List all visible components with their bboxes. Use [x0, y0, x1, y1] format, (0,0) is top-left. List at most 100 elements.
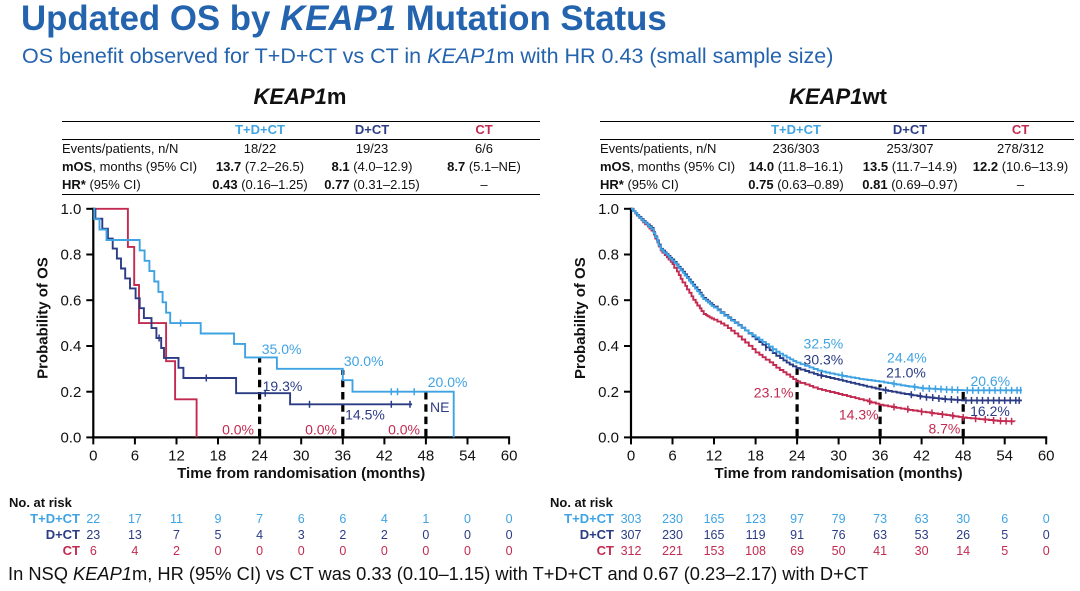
svg-text:4: 4	[131, 544, 138, 558]
svg-text:7: 7	[173, 528, 180, 542]
svg-text:73: 73	[873, 512, 887, 526]
svg-text:6: 6	[668, 448, 676, 465]
svg-text:4: 4	[381, 512, 388, 526]
svg-text:30: 30	[915, 544, 929, 558]
svg-text:11: 11	[170, 512, 183, 526]
svg-text:0: 0	[422, 528, 429, 542]
svg-text:48: 48	[418, 448, 435, 465]
svg-text:165: 165	[704, 512, 725, 526]
svg-text:230: 230	[662, 528, 683, 542]
svg-text:0: 0	[506, 528, 513, 542]
svg-text:0: 0	[256, 544, 263, 558]
svg-text:Probability of OS: Probability of OS	[34, 257, 51, 379]
svg-text:NE: NE	[430, 399, 449, 415]
svg-text:0: 0	[422, 544, 429, 558]
svg-text:T+D+CT: T+D+CT	[30, 511, 80, 526]
svg-text:24: 24	[789, 448, 806, 465]
svg-text:42: 42	[913, 448, 930, 465]
svg-text:0: 0	[1043, 528, 1050, 542]
svg-text:69: 69	[790, 544, 804, 558]
svg-text:7: 7	[256, 512, 263, 526]
svg-text:91: 91	[790, 528, 804, 542]
svg-text:63: 63	[915, 512, 929, 526]
svg-text:CT: CT	[597, 543, 614, 558]
svg-text:4: 4	[256, 528, 263, 542]
svg-text:D+CT: D+CT	[580, 527, 614, 542]
svg-text:0.2: 0.2	[60, 384, 81, 401]
svg-text:16.2%: 16.2%	[970, 403, 1010, 419]
svg-text:42: 42	[376, 448, 393, 465]
svg-text:0.0%: 0.0%	[222, 422, 254, 438]
svg-text:17: 17	[128, 512, 142, 526]
svg-text:108: 108	[745, 544, 766, 558]
svg-text:0.2: 0.2	[598, 384, 619, 401]
svg-text:6: 6	[1001, 512, 1008, 526]
svg-text:0: 0	[1043, 544, 1050, 558]
svg-text:20.6%: 20.6%	[970, 373, 1010, 389]
svg-text:60: 60	[1038, 448, 1055, 465]
svg-text:1.0: 1.0	[598, 201, 619, 218]
svg-text:20.0%: 20.0%	[428, 374, 468, 390]
svg-text:0: 0	[1043, 512, 1050, 526]
svg-text:0: 0	[464, 512, 471, 526]
svg-text:2: 2	[381, 528, 388, 542]
svg-text:No. at risk: No. at risk	[550, 495, 614, 510]
svg-text:41: 41	[873, 544, 887, 558]
svg-text:CT: CT	[63, 543, 80, 558]
svg-text:0.8: 0.8	[598, 247, 619, 264]
svg-text:Probability of OS: Probability of OS	[572, 257, 589, 379]
svg-text:230: 230	[662, 512, 683, 526]
svg-text:79: 79	[832, 512, 846, 526]
svg-text:5: 5	[215, 528, 222, 542]
svg-text:18: 18	[210, 448, 227, 465]
svg-text:48: 48	[955, 448, 972, 465]
svg-text:30: 30	[293, 448, 310, 465]
svg-text:0.4: 0.4	[60, 338, 81, 355]
svg-text:12: 12	[168, 448, 185, 465]
svg-text:19.3%: 19.3%	[263, 378, 303, 394]
svg-text:123: 123	[745, 512, 766, 526]
svg-text:6: 6	[298, 512, 305, 526]
svg-text:36: 36	[872, 448, 889, 465]
svg-text:5: 5	[1001, 528, 1008, 542]
svg-text:0.0: 0.0	[60, 430, 81, 447]
svg-text:18: 18	[747, 448, 764, 465]
svg-text:0.4: 0.4	[598, 338, 619, 355]
svg-text:63: 63	[873, 528, 887, 542]
svg-text:23.1%: 23.1%	[754, 385, 794, 401]
svg-text:60: 60	[501, 448, 518, 465]
svg-text:30: 30	[830, 448, 847, 465]
svg-text:14: 14	[956, 544, 970, 558]
svg-text:22: 22	[86, 512, 100, 526]
svg-text:6: 6	[90, 544, 97, 558]
svg-text:0: 0	[464, 528, 471, 542]
svg-text:14.3%: 14.3%	[839, 407, 879, 423]
svg-text:0.6: 0.6	[60, 292, 81, 309]
svg-text:6: 6	[131, 448, 139, 465]
svg-text:165: 165	[704, 528, 725, 542]
svg-text:0: 0	[215, 544, 222, 558]
svg-text:32.5%: 32.5%	[804, 336, 844, 352]
svg-text:23: 23	[86, 528, 100, 542]
svg-text:30: 30	[956, 512, 970, 526]
svg-text:6: 6	[339, 512, 346, 526]
svg-text:21.0%: 21.0%	[886, 365, 926, 381]
svg-text:No. at risk: No. at risk	[9, 495, 73, 510]
svg-text:0.0%: 0.0%	[388, 422, 420, 438]
svg-text:0: 0	[506, 544, 513, 558]
svg-text:312: 312	[621, 544, 642, 558]
svg-text:0: 0	[506, 512, 513, 526]
svg-text:30.0%: 30.0%	[344, 353, 384, 369]
svg-text:97: 97	[790, 512, 804, 526]
svg-text:153: 153	[704, 544, 725, 558]
svg-text:9: 9	[215, 512, 222, 526]
svg-text:D+CT: D+CT	[46, 527, 80, 542]
svg-text:0: 0	[381, 544, 388, 558]
svg-text:1: 1	[422, 512, 429, 526]
svg-text:T+D+CT: T+D+CT	[564, 511, 614, 526]
svg-text:0: 0	[464, 544, 471, 558]
svg-text:14.5%: 14.5%	[345, 407, 385, 423]
svg-text:76: 76	[832, 528, 846, 542]
svg-text:2: 2	[339, 528, 346, 542]
svg-text:0: 0	[298, 544, 305, 558]
